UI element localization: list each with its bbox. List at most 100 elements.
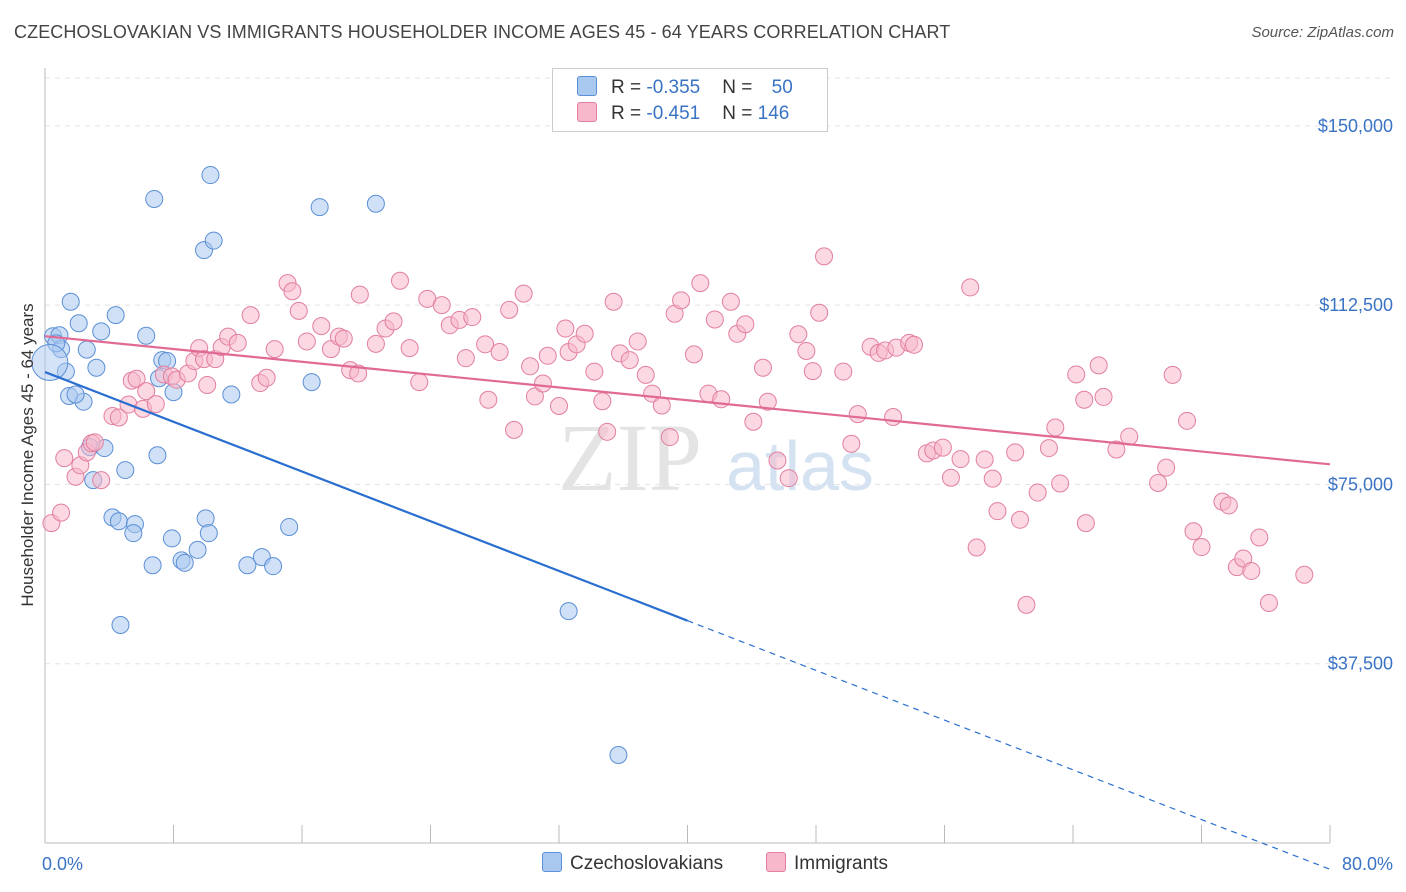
immigrant-point — [1046, 418, 1065, 437]
immigrant-point — [797, 342, 816, 361]
immigrant-point — [941, 468, 960, 487]
czech-legend-label: Czechoslovakians — [570, 853, 724, 874]
czech-point — [92, 322, 111, 341]
czech-point — [609, 746, 628, 765]
immigrant-point — [283, 282, 302, 301]
immigrant-trend-line — [44, 335, 1331, 466]
czech-point — [264, 557, 283, 576]
immigrant-point — [1157, 458, 1176, 477]
immigrant-point — [768, 451, 787, 470]
czech-point — [366, 194, 385, 213]
x-tick-label: 0.0% — [42, 854, 83, 874]
immigrant-point — [490, 342, 509, 361]
immigrant-point — [521, 357, 540, 376]
immigrant-point — [137, 382, 156, 401]
immigrant-point — [432, 296, 451, 315]
source-label: Source: ZipAtlas.com — [1251, 24, 1394, 41]
czech-point — [222, 385, 241, 404]
czech-trend-extension — [687, 620, 1331, 870]
czech-point — [280, 517, 299, 536]
immigrant-point — [312, 317, 331, 336]
immigrant-point — [410, 373, 429, 392]
czech-point — [188, 540, 207, 559]
immigrant-point — [550, 396, 568, 415]
immigrant-point — [146, 395, 165, 414]
czech-point — [201, 166, 220, 185]
immigrant-point — [815, 247, 834, 266]
immigrant-point — [1192, 538, 1211, 557]
immigrant-point — [628, 332, 647, 351]
immigrant-point — [1039, 439, 1058, 458]
immigrant-point — [1089, 356, 1108, 375]
legend-r-label: R = — [611, 103, 647, 124]
czech-point — [111, 615, 130, 634]
immigrant-point — [810, 303, 829, 322]
czech-point — [199, 524, 218, 543]
immigrant-point — [1242, 561, 1261, 580]
immigrant-point — [92, 471, 111, 490]
immigrant-point — [705, 310, 724, 329]
immigrant-point — [961, 278, 980, 297]
immigrant-point — [1163, 365, 1182, 384]
immigrant-point — [556, 319, 575, 338]
immigrant-point — [1184, 522, 1203, 541]
immigrant-point — [505, 420, 524, 439]
immigrant-point — [684, 345, 703, 364]
czech-legend-swatch — [542, 852, 562, 872]
immigrant-point — [366, 334, 385, 353]
immigrant-point — [1250, 528, 1269, 547]
czech-point — [143, 556, 162, 575]
immigrant-point — [265, 340, 284, 359]
immigrant-point — [228, 333, 247, 352]
immigrant-point — [334, 329, 353, 348]
immigrant-point — [620, 351, 639, 370]
immigrant-point — [52, 503, 71, 522]
legend-n-value: 146 — [757, 103, 790, 124]
immigrants-legend-swatch — [766, 852, 786, 872]
immigrant-point — [127, 369, 146, 388]
y-tick-label: $112,500 — [1319, 295, 1393, 315]
immigrant-point — [479, 390, 498, 409]
immigrant-point — [652, 396, 671, 415]
immigrant-point — [1075, 390, 1094, 409]
legend-n-value: 50 — [771, 77, 793, 98]
immigrant-point — [390, 271, 409, 290]
immigrant-point — [109, 408, 128, 427]
immigrant-point — [1076, 514, 1095, 533]
czech-cluster-point — [31, 343, 69, 381]
immigrant-point — [744, 412, 763, 431]
immigrant-point — [983, 469, 1002, 488]
immigrant-point — [1219, 496, 1238, 515]
immigrant-point — [975, 450, 994, 469]
immigrant-point — [1094, 387, 1113, 406]
immigrant-point — [585, 362, 604, 381]
immigrant-point — [400, 339, 419, 358]
immigrant-point — [85, 433, 104, 452]
legend-row-immigrants: R = -0.451 N = 146 — [577, 102, 789, 126]
immigrant-point — [721, 292, 740, 311]
watermark: ZIP atlas — [558, 404, 874, 511]
immigrant-point — [672, 291, 691, 310]
immigrant-point — [951, 450, 970, 469]
immigrant-point — [779, 469, 798, 488]
immigrant-point — [350, 285, 369, 304]
immigrant-point — [660, 428, 679, 447]
legend-n-label: N = — [722, 77, 758, 98]
immigrant-point — [758, 392, 777, 411]
immigrant-point — [691, 274, 710, 293]
immigrant-point — [967, 538, 986, 557]
immigrant-point — [514, 284, 533, 303]
czech-point — [145, 189, 164, 208]
czech-point — [106, 306, 125, 325]
immigrant-point — [904, 335, 923, 354]
grid-lines — [45, 77, 1390, 665]
immigrant-point — [241, 306, 260, 325]
immigrant-point — [533, 374, 552, 393]
immigrant-point — [297, 332, 316, 351]
legend-r-value: -0.355 — [646, 77, 701, 98]
czech-point — [69, 314, 88, 333]
immigrant-point — [538, 346, 557, 365]
immigrant-point — [1120, 427, 1139, 446]
immigrant-point — [463, 308, 482, 327]
